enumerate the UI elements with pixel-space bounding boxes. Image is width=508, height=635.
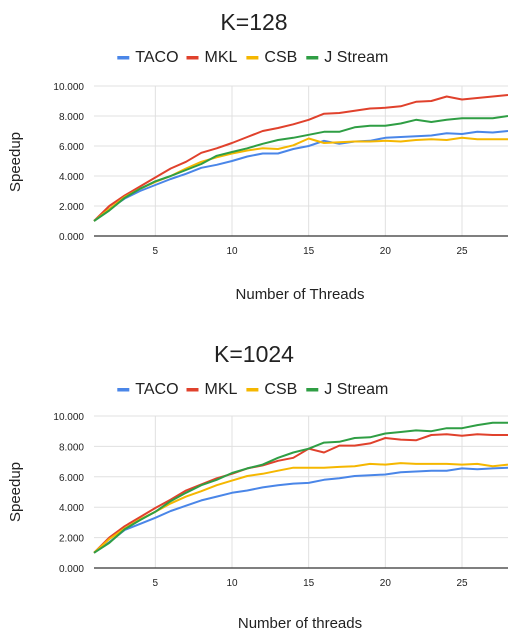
legend-label: MKL — [205, 381, 238, 398]
series-line-taco — [93, 466, 508, 554]
legend-swatch — [246, 388, 259, 392]
y-axis-label: Speedup — [7, 462, 24, 522]
legend-item-mkl: MKL — [186, 381, 238, 398]
x-tick-label: 5 — [153, 578, 159, 589]
legend-swatch — [306, 388, 319, 392]
legend-swatch — [306, 56, 319, 60]
series-line-csb — [93, 136, 508, 222]
legend-swatch — [117, 56, 130, 60]
x-tick-label: 25 — [456, 578, 468, 589]
chart-title: K=128 — [220, 9, 287, 35]
chart-2: K=1024 TACO MKL CSB J Stream 0.000 2.000 4.000 6… — [7, 341, 508, 632]
series-line-j-stream — [93, 115, 508, 222]
legend-swatch — [117, 388, 130, 392]
legend-label: J Stream — [324, 49, 388, 66]
x-tick-label: 15 — [303, 578, 315, 589]
x-tick-label: 20 — [380, 578, 392, 589]
legend-item-csb: CSB — [246, 49, 297, 66]
chart-title: K=1024 — [214, 341, 294, 367]
x-axis-label: Number of threads — [238, 615, 362, 630]
x-tick-label: 20 — [380, 246, 392, 257]
y-tick-label: 8.000 — [59, 112, 84, 123]
x-axis-label: Number of Threads — [236, 286, 365, 303]
y-tick-label: 6.000 — [59, 473, 84, 484]
x-tick-label: 10 — [226, 246, 238, 257]
y-tick-label: 10.000 — [53, 412, 84, 423]
legend-item-j-stream: J Stream — [306, 49, 388, 66]
legend-label: CSB — [264, 49, 297, 66]
legend-swatch — [246, 56, 259, 60]
chart-1: K=128 TACO MKL CSB J Stream 0.000 2.000 4.000 6.… — [7, 9, 508, 303]
x-tick-label: 25 — [456, 246, 468, 257]
series-line-mkl — [93, 433, 508, 554]
y-tick-label: 6.000 — [59, 142, 84, 153]
series-line-taco — [93, 130, 508, 222]
legend-label: TACO — [135, 381, 178, 398]
legend-item-csb: CSB — [246, 381, 297, 398]
y-tick-label: 0.000 — [59, 232, 84, 243]
series-line-mkl — [93, 94, 508, 222]
legend-item-taco: TACO — [117, 49, 179, 66]
y-tick-label: 2.000 — [59, 202, 84, 213]
legend-item-j-stream: J Stream — [306, 381, 388, 398]
x-tick-label: 5 — [153, 246, 159, 257]
y-tick-label: 0.000 — [59, 564, 84, 575]
legend-label: CSB — [264, 381, 297, 398]
legend-label: TACO — [135, 49, 178, 66]
legend-swatch — [186, 388, 199, 392]
legend-label: MKL — [205, 49, 238, 66]
y-tick-label: 4.000 — [59, 172, 84, 183]
legend-swatch — [186, 56, 199, 60]
y-tick-label: 10.000 — [53, 82, 84, 93]
x-tick-label: 15 — [303, 246, 315, 257]
y-tick-label: 8.000 — [59, 442, 84, 453]
y-tick-label: 4.000 — [59, 503, 84, 514]
y-tick-label: 2.000 — [59, 534, 84, 545]
legend-item-mkl: MKL — [186, 49, 238, 66]
legend-label: J Stream — [324, 381, 388, 398]
legend-item-taco: TACO — [117, 381, 179, 398]
y-axis-label: Speedup — [7, 132, 24, 192]
series-line-j-stream — [93, 421, 508, 554]
x-tick-label: 10 — [226, 578, 238, 589]
